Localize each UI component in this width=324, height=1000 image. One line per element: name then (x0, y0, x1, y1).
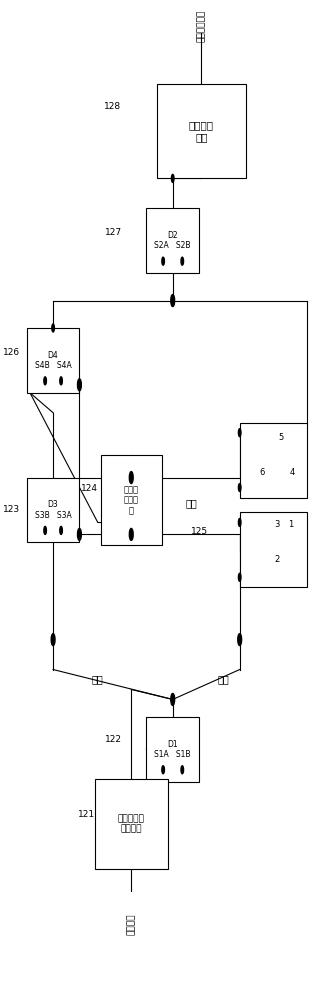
Circle shape (60, 377, 62, 385)
Text: 双频率对数
放大电路: 双频率对数 放大电路 (118, 814, 145, 834)
Circle shape (51, 634, 55, 646)
Text: 122: 122 (105, 735, 122, 744)
Text: 内循环
积分环
路: 内循环 积分环 路 (124, 485, 139, 515)
Circle shape (238, 484, 241, 492)
Text: 3: 3 (275, 520, 280, 529)
Circle shape (52, 324, 54, 332)
Text: 126: 126 (3, 348, 20, 357)
Text: 121: 121 (78, 810, 95, 819)
Circle shape (129, 472, 133, 484)
Circle shape (171, 174, 174, 182)
Bar (240, 512, 307, 587)
Text: 4: 4 (290, 468, 295, 477)
Circle shape (238, 573, 241, 581)
Circle shape (181, 766, 184, 774)
Text: 125: 125 (191, 527, 208, 536)
Bar (27, 478, 79, 542)
Circle shape (162, 766, 164, 774)
Circle shape (181, 257, 184, 265)
Text: 检波信号: 检波信号 (127, 913, 136, 935)
Text: D1
S1A   S1B: D1 S1A S1B (155, 740, 191, 759)
Circle shape (60, 526, 62, 534)
Bar (240, 423, 307, 498)
Circle shape (171, 693, 175, 705)
Circle shape (171, 295, 175, 307)
Bar (27, 328, 79, 393)
Text: 128: 128 (104, 102, 121, 111)
Text: 本地: 本地 (218, 675, 230, 685)
Text: 开环: 开环 (186, 498, 198, 508)
Text: 遥控: 遥控 (92, 675, 104, 685)
Text: 127: 127 (105, 228, 122, 237)
Text: 5: 5 (279, 433, 284, 442)
Circle shape (238, 634, 242, 646)
Text: 1: 1 (288, 520, 293, 529)
Bar (157, 84, 246, 178)
Text: D2
S2A   S2B: D2 S2A S2B (155, 231, 191, 250)
Text: 6: 6 (259, 468, 265, 477)
Text: 增益调节信号: 增益调节信号 (197, 10, 206, 42)
Bar (95, 779, 168, 869)
Circle shape (77, 379, 81, 391)
Bar (146, 717, 199, 782)
Text: 124: 124 (81, 484, 98, 493)
Circle shape (162, 257, 164, 265)
Text: D3
S3B   S3A: D3 S3B S3A (35, 500, 72, 520)
Circle shape (238, 429, 241, 437)
Circle shape (44, 526, 46, 534)
Bar (146, 208, 199, 273)
Circle shape (44, 377, 46, 385)
Text: 功率控制
电路: 功率控制 电路 (189, 120, 214, 142)
Text: 123: 123 (3, 505, 20, 514)
Circle shape (77, 528, 81, 540)
Circle shape (238, 518, 241, 526)
Bar (101, 455, 162, 545)
Text: 2: 2 (275, 555, 280, 564)
Circle shape (129, 528, 133, 540)
Text: D4
S4B   S4A: D4 S4B S4A (35, 351, 72, 370)
